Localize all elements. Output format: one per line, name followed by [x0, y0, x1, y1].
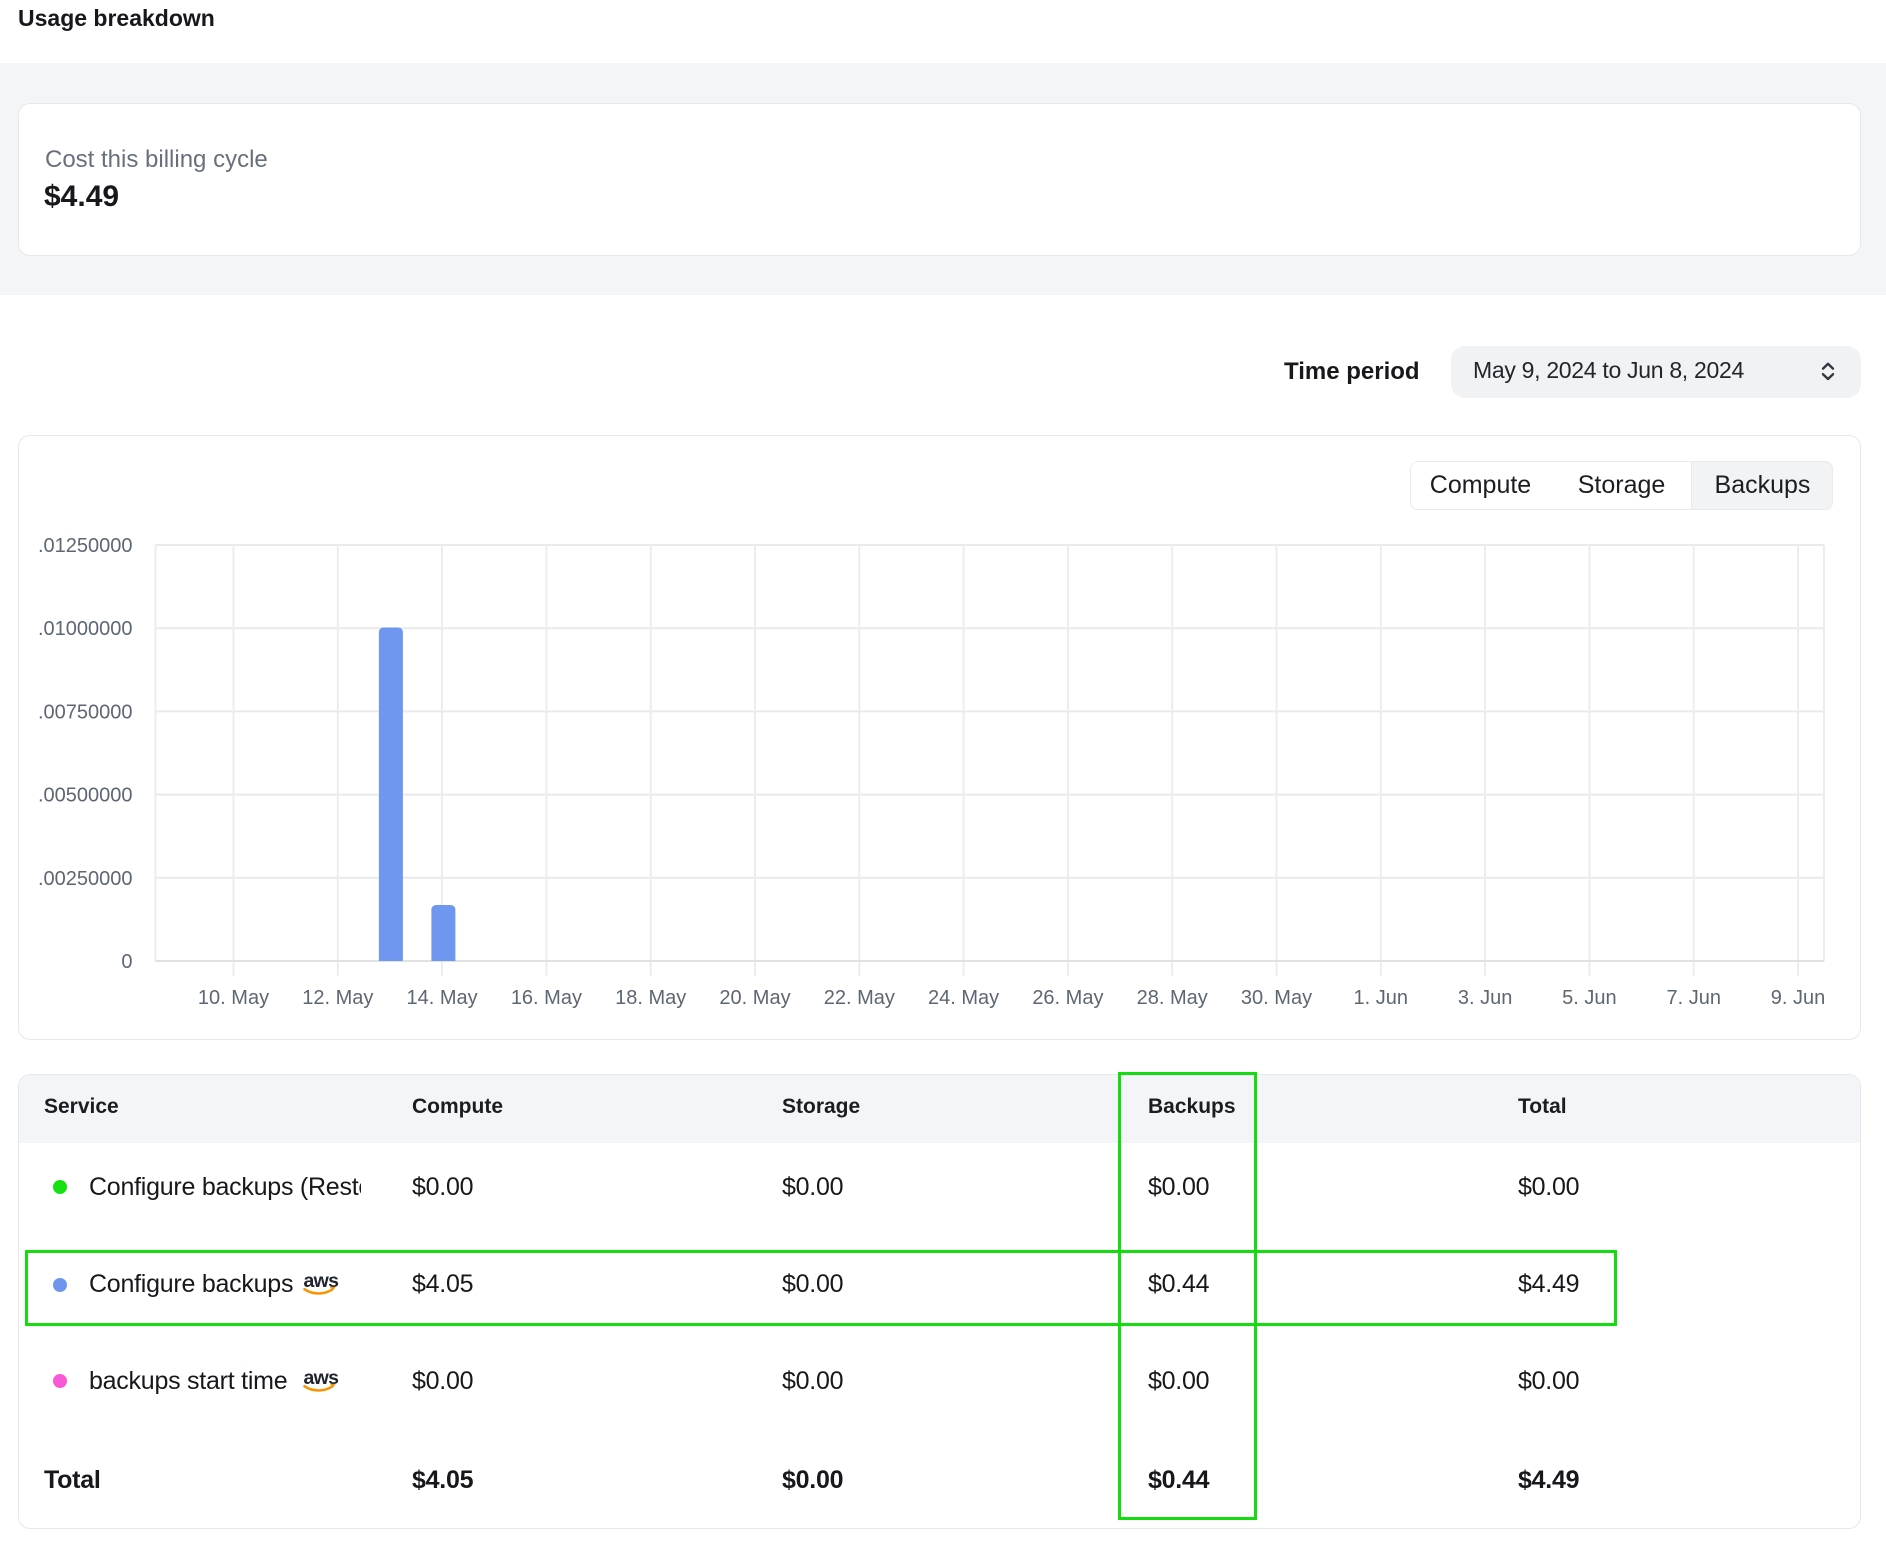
svg-text:9. Jun: 9. Jun — [1771, 987, 1825, 1009]
svg-text:3. Jun: 3. Jun — [1458, 987, 1512, 1009]
svg-text:28. May: 28. May — [1137, 987, 1208, 1009]
svg-text:.01250000: .01250000 — [38, 535, 133, 557]
svg-text:26. May: 26. May — [1032, 987, 1103, 1009]
svg-text:14. May: 14. May — [407, 987, 478, 1009]
svg-text:.01000000: .01000000 — [38, 618, 133, 640]
svg-text:.00750000: .00750000 — [38, 701, 133, 723]
svg-text:22. May: 22. May — [824, 987, 895, 1009]
svg-text:30. May: 30. May — [1241, 987, 1312, 1009]
svg-text:24. May: 24. May — [928, 987, 999, 1009]
svg-text:12. May: 12. May — [302, 987, 373, 1009]
svg-text:.00500000: .00500000 — [38, 785, 133, 807]
svg-text:.00250000: .00250000 — [38, 868, 133, 890]
svg-text:7. Jun: 7. Jun — [1666, 987, 1720, 1009]
svg-text:20. May: 20. May — [719, 987, 790, 1009]
svg-text:0: 0 — [121, 951, 132, 973]
svg-text:16. May: 16. May — [511, 987, 582, 1009]
svg-text:1. Jun: 1. Jun — [1354, 987, 1408, 1009]
svg-text:10. May: 10. May — [198, 987, 269, 1009]
svg-text:18. May: 18. May — [615, 987, 686, 1009]
svg-text:5. Jun: 5. Jun — [1562, 987, 1616, 1009]
